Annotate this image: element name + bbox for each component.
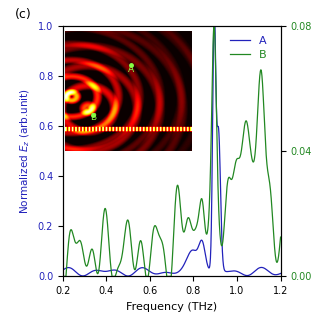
B	[167, 275, 171, 278]
A	[279, 272, 283, 276]
B	[212, 24, 216, 28]
Legend: A, B: A, B	[225, 32, 271, 64]
Line: A: A	[63, 26, 281, 276]
B	[61, 275, 65, 278]
X-axis label: Frequency (THz): Frequency (THz)	[126, 302, 217, 312]
A	[212, 24, 216, 28]
A	[233, 269, 236, 273]
B	[161, 244, 165, 248]
B	[272, 242, 276, 245]
A	[126, 274, 130, 278]
B	[279, 235, 283, 239]
A	[72, 268, 76, 272]
Y-axis label: Normalized $E_z$ (arb.unit): Normalized $E_z$ (arb.unit)	[19, 88, 32, 214]
A	[167, 271, 171, 275]
B	[272, 243, 276, 247]
Line: B: B	[63, 26, 281, 276]
B	[232, 167, 236, 171]
A	[273, 273, 276, 276]
A	[61, 268, 65, 272]
Text: (c): (c)	[15, 8, 32, 21]
A	[161, 271, 165, 275]
A	[272, 273, 276, 276]
B	[72, 236, 76, 240]
